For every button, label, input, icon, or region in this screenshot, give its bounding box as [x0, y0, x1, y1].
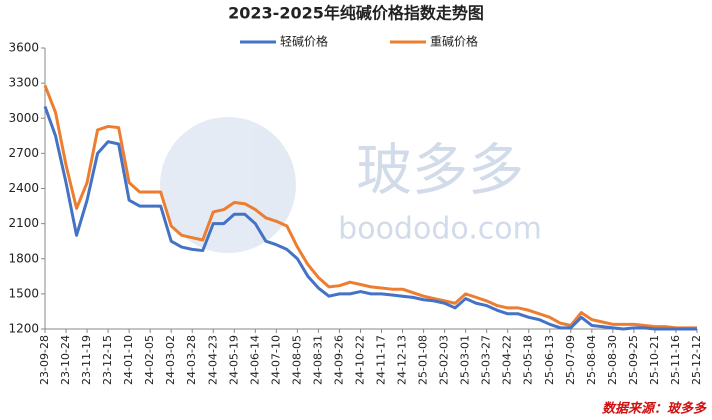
x-tick-label: 25-02-03 — [438, 335, 451, 385]
x-tick-label: 23-10-24 — [59, 335, 72, 385]
x-tick-label: 24-02-05 — [143, 335, 156, 385]
legend-label: 重碱价格 — [430, 34, 478, 49]
series-line — [43, 106, 697, 331]
y-tick-label: 3000 — [8, 111, 39, 125]
y-tick-label: 1800 — [8, 251, 39, 265]
y-tick-label: 2400 — [8, 181, 39, 195]
x-tick-label: 24-04-23 — [206, 335, 219, 385]
x-tick-label: 24-10-22 — [353, 335, 366, 385]
watermark-logo — [160, 117, 296, 253]
x-tick-label: 25-12-12 — [690, 335, 703, 385]
x-tick-label: 24-07-10 — [269, 335, 282, 385]
x-tick-label: 24-12-13 — [396, 335, 409, 385]
x-tick-label: 25-07-09 — [564, 335, 577, 385]
x-tick-label: 25-08-30 — [606, 335, 619, 385]
y-tick-label: 2100 — [8, 216, 39, 230]
x-tick-label: 25-05-18 — [522, 335, 535, 385]
x-tick-label: 24-08-31 — [311, 335, 324, 385]
series-line — [43, 84, 697, 330]
watermark-text: 玻多多 — [356, 139, 524, 204]
x-tick-label: 23-09-28 — [38, 335, 51, 385]
legend-label: 轻碱价格 — [280, 34, 328, 49]
x-tick-label: 24-06-14 — [248, 335, 261, 385]
y-tick-label: 1500 — [8, 286, 39, 300]
x-tick-label: 25-09-25 — [627, 335, 640, 385]
x-tick-label: 24-03-02 — [164, 335, 177, 385]
y-tick-label: 3300 — [8, 76, 39, 90]
x-tick-label: 25-03-01 — [459, 335, 472, 385]
x-tick-label: 25-08-04 — [585, 335, 598, 385]
watermark-text: boododo.com — [338, 212, 542, 247]
x-tick-label: 24-01-10 — [122, 335, 135, 385]
watermark: 玻多多 boododo.com — [160, 117, 542, 253]
source: 数据来源：玻多多 — [602, 401, 707, 417]
x-tick-label: 23-11-19 — [80, 335, 93, 385]
x-tick-label: 25-01-08 — [417, 335, 430, 385]
x-tick-label: 25-06-13 — [543, 335, 556, 385]
x-tick-label: 25-11-16 — [669, 335, 682, 385]
y-tick-label: 1200 — [8, 322, 39, 336]
x-tick-label: 25-03-27 — [480, 335, 493, 385]
x-tick-label: 25-10-21 — [648, 335, 661, 385]
x-tick-label: 25-04-22 — [501, 335, 514, 385]
chart-title: 2023-2025年纯碱价格指数走势图 — [228, 4, 484, 23]
x-tick-label: 24-05-19 — [227, 335, 240, 385]
x-tick-label: 24-11-17 — [375, 335, 388, 385]
x-tick-label: 24-08-05 — [290, 335, 303, 385]
y-tick-label: 3600 — [8, 41, 39, 55]
x-tick-label: 24-03-28 — [185, 335, 198, 385]
x-tick-label: 23-12-15 — [101, 335, 114, 385]
y-tick-label: 2700 — [8, 146, 39, 160]
x-tick-label: 24-09-26 — [332, 335, 345, 385]
